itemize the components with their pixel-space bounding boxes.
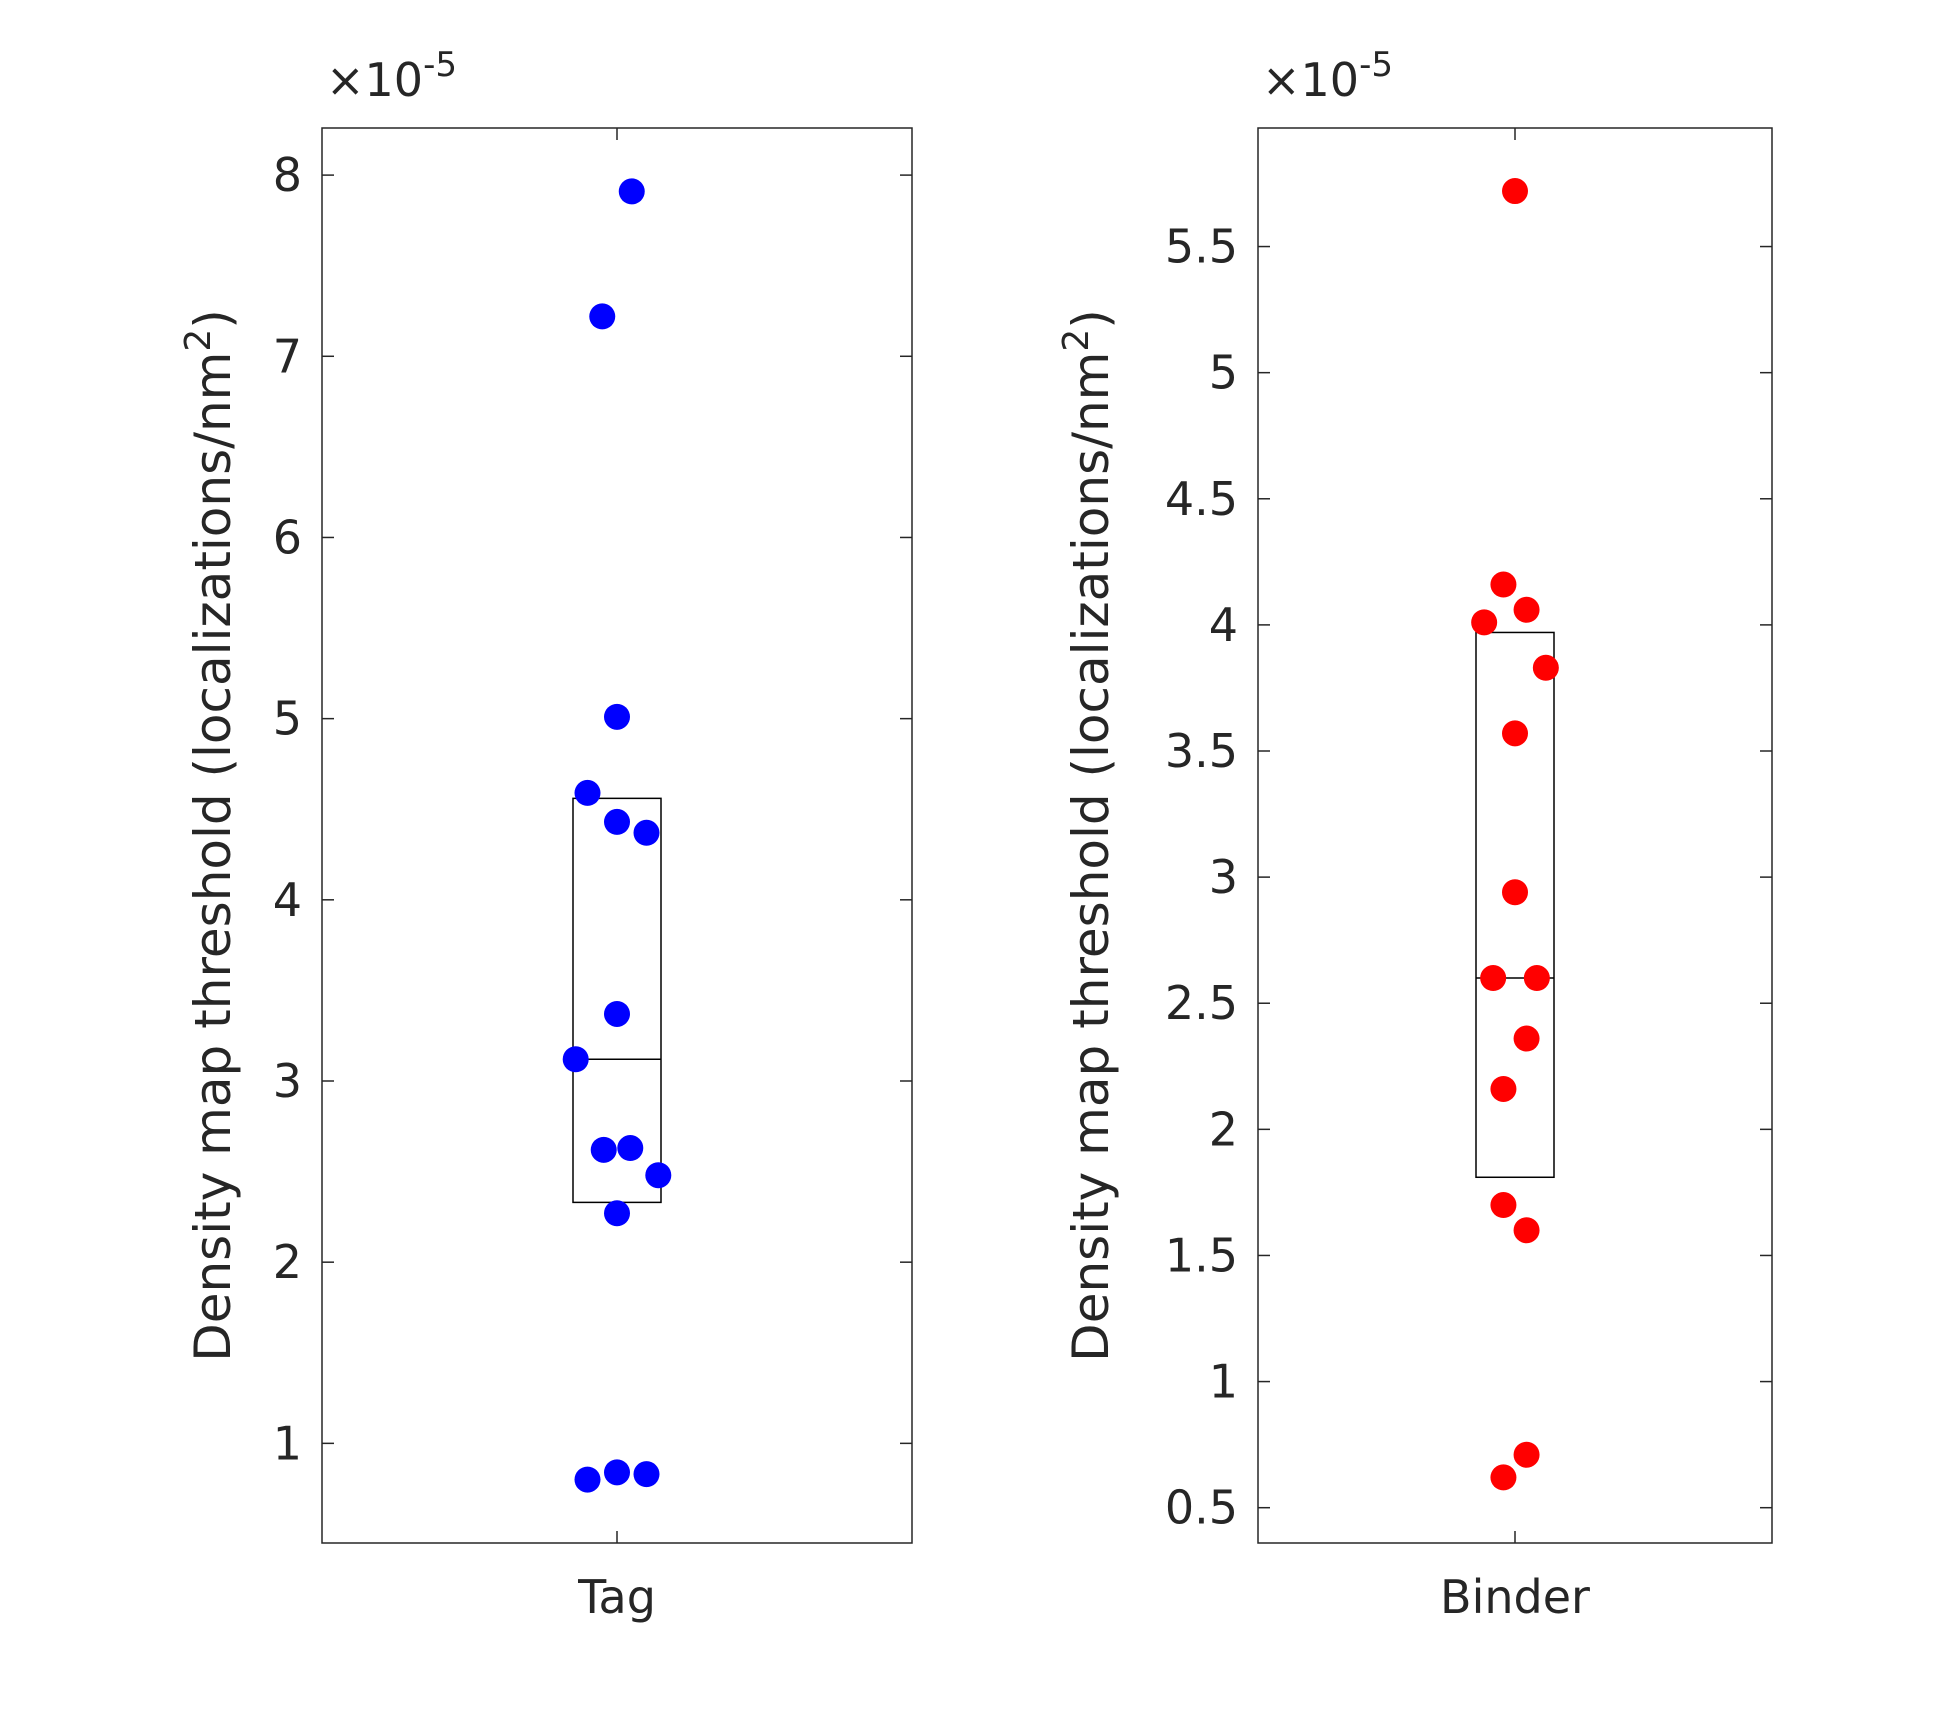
- y-tick-label: 3: [273, 1054, 302, 1108]
- data-point: [645, 1162, 672, 1189]
- box-iqr: [572, 797, 662, 1204]
- y-tick-label: 5.5: [1165, 220, 1238, 274]
- data-point: [604, 1000, 630, 1027]
- data-point: [1480, 965, 1507, 992]
- data-point: [604, 1459, 630, 1486]
- data-point: [1513, 1441, 1540, 1468]
- y-tick-label: 1.5: [1165, 1228, 1238, 1282]
- data-point: [633, 819, 660, 846]
- data-point: [1523, 965, 1550, 992]
- data-point: [574, 1466, 601, 1493]
- data-point: [1513, 1217, 1540, 1244]
- data-point: [1513, 1025, 1540, 1052]
- y-tick-label: 4: [273, 873, 302, 927]
- y-tick-label: 4: [1209, 598, 1238, 652]
- data-point: [1513, 596, 1540, 623]
- y-tick-label: 8: [273, 148, 302, 202]
- x-category-label: Binder: [1440, 1570, 1590, 1624]
- data-point: [1532, 654, 1559, 681]
- y-tick-label: 5: [1209, 346, 1238, 400]
- data-point: [1490, 1464, 1517, 1491]
- plot-0: 1 2 3 4 5 6 7 8 Tag ×10-5 Density map threshold (l…: [178, 45, 913, 1624]
- y-tick-label: 3: [1209, 850, 1238, 904]
- box-iqr: [1475, 631, 1555, 1179]
- data-point: [604, 1200, 630, 1227]
- data-point: [617, 1135, 644, 1162]
- data-point: [1502, 178, 1528, 205]
- y-multiplier: ×10-5: [326, 45, 457, 107]
- data-point: [633, 1461, 660, 1488]
- data-point: [574, 779, 601, 806]
- y-tick-label: 6: [273, 510, 302, 564]
- y-tick-label: 4.5: [1165, 472, 1238, 526]
- data-point: [1471, 609, 1498, 636]
- y-tick-label: 2.5: [1165, 976, 1238, 1030]
- axes-frame: [321, 127, 913, 1544]
- y-tick-label: 3.5: [1165, 724, 1238, 778]
- x-category-label: Tag: [577, 1570, 656, 1624]
- y-axis-label: Density map threshold (localizations/nm2…: [1056, 309, 1120, 1362]
- data-point: [1490, 571, 1517, 598]
- plot-1: 0.5 1 1.5 2 2.5 3 3.5 4 4.5 5 5.5 Binder ×10-5 Densit…: [1056, 45, 1773, 1624]
- y-tick-label: 7: [273, 329, 302, 383]
- data-point: [589, 303, 616, 330]
- data-point: [1490, 1075, 1517, 1102]
- data-point: [604, 703, 630, 730]
- y-tick-label: 0.5: [1165, 1481, 1238, 1535]
- y-tick-label: 2: [273, 1235, 302, 1289]
- data-point: [604, 808, 630, 835]
- y-tick-label: 1: [273, 1416, 302, 1470]
- data-point: [1502, 879, 1528, 906]
- data-point: [562, 1046, 589, 1073]
- data-point: [590, 1136, 617, 1163]
- data-point: [618, 178, 645, 205]
- y-axis-label: Density map threshold (localizations/nm2…: [178, 309, 242, 1362]
- data-point: [1490, 1192, 1517, 1219]
- y-tick-label: 1: [1209, 1355, 1238, 1409]
- y-tick-label: 5: [273, 692, 302, 746]
- y-tick-label: 2: [1209, 1102, 1238, 1156]
- data-point: [1502, 720, 1528, 747]
- axes-frame: [1257, 127, 1773, 1544]
- y-multiplier: ×10-5: [1262, 45, 1393, 107]
